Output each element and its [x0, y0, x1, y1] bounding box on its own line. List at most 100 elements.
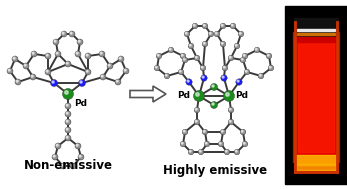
Circle shape: [107, 63, 113, 69]
Bar: [298, 42, 334, 152]
Bar: [297, 33, 335, 35]
Circle shape: [211, 84, 218, 91]
Circle shape: [230, 23, 236, 29]
Bar: [285, 6, 347, 184]
Bar: [295, 22, 337, 170]
Circle shape: [86, 54, 88, 56]
Circle shape: [205, 142, 207, 144]
Circle shape: [241, 58, 243, 60]
Circle shape: [124, 69, 126, 71]
Bar: [295, 22, 337, 171]
Text: Pd: Pd: [235, 91, 248, 100]
Circle shape: [183, 130, 185, 132]
Circle shape: [118, 56, 124, 62]
Text: Highly emissive: Highly emissive: [163, 164, 267, 177]
Bar: [295, 22, 337, 168]
Circle shape: [30, 74, 36, 80]
Circle shape: [157, 54, 159, 56]
Circle shape: [222, 65, 228, 71]
Circle shape: [55, 51, 61, 57]
Circle shape: [66, 62, 68, 64]
Bar: [296, 155, 336, 164]
Circle shape: [219, 142, 221, 144]
Circle shape: [228, 107, 234, 113]
Circle shape: [16, 80, 18, 82]
Circle shape: [156, 53, 162, 59]
Circle shape: [258, 73, 264, 79]
Circle shape: [268, 65, 274, 71]
Circle shape: [235, 44, 237, 46]
Circle shape: [202, 41, 208, 47]
Circle shape: [185, 32, 187, 34]
Circle shape: [116, 80, 118, 82]
Circle shape: [195, 120, 197, 122]
Circle shape: [178, 69, 184, 75]
Circle shape: [155, 66, 157, 68]
Circle shape: [202, 23, 208, 29]
Circle shape: [181, 142, 183, 144]
Circle shape: [240, 57, 246, 63]
Circle shape: [236, 79, 242, 85]
Circle shape: [226, 93, 229, 96]
Circle shape: [203, 42, 205, 44]
Circle shape: [228, 119, 234, 125]
Circle shape: [76, 144, 78, 146]
Circle shape: [259, 74, 261, 76]
Circle shape: [53, 155, 55, 157]
Circle shape: [187, 80, 189, 82]
Circle shape: [65, 111, 71, 117]
Bar: [295, 22, 337, 172]
Circle shape: [101, 75, 103, 77]
Bar: [295, 22, 337, 171]
Circle shape: [179, 70, 181, 72]
Circle shape: [65, 127, 71, 133]
Circle shape: [54, 40, 56, 42]
Bar: [295, 22, 337, 168]
Circle shape: [15, 79, 21, 85]
Circle shape: [186, 79, 192, 85]
Circle shape: [8, 69, 10, 71]
Text: Pd: Pd: [74, 98, 87, 108]
Circle shape: [228, 55, 234, 61]
Bar: [295, 22, 337, 167]
Circle shape: [224, 149, 230, 155]
Text: Non-emissive: Non-emissive: [24, 159, 112, 172]
Circle shape: [78, 154, 84, 160]
Circle shape: [223, 91, 235, 101]
Circle shape: [75, 51, 81, 57]
Circle shape: [99, 51, 105, 57]
Circle shape: [220, 41, 226, 47]
Circle shape: [46, 54, 48, 56]
Circle shape: [237, 80, 239, 82]
Circle shape: [229, 120, 231, 122]
Circle shape: [221, 24, 223, 26]
Circle shape: [189, 44, 191, 46]
Circle shape: [212, 85, 214, 87]
Bar: [295, 22, 337, 167]
Circle shape: [221, 75, 227, 81]
Circle shape: [203, 130, 205, 132]
Bar: [295, 22, 337, 167]
Circle shape: [115, 79, 121, 85]
Circle shape: [221, 130, 223, 132]
Circle shape: [31, 51, 37, 57]
Circle shape: [7, 68, 13, 74]
Circle shape: [266, 53, 272, 59]
Circle shape: [202, 129, 208, 135]
Circle shape: [65, 91, 68, 94]
Circle shape: [78, 80, 85, 87]
Circle shape: [181, 54, 183, 56]
Circle shape: [222, 76, 224, 78]
Circle shape: [193, 24, 195, 26]
Bar: [295, 22, 337, 171]
Circle shape: [13, 57, 15, 59]
Circle shape: [62, 32, 64, 34]
Circle shape: [119, 57, 121, 59]
Circle shape: [180, 53, 186, 59]
Circle shape: [184, 31, 190, 37]
Circle shape: [24, 64, 26, 66]
Bar: [295, 22, 337, 169]
Circle shape: [195, 56, 197, 58]
Circle shape: [242, 141, 248, 147]
Circle shape: [169, 48, 171, 50]
